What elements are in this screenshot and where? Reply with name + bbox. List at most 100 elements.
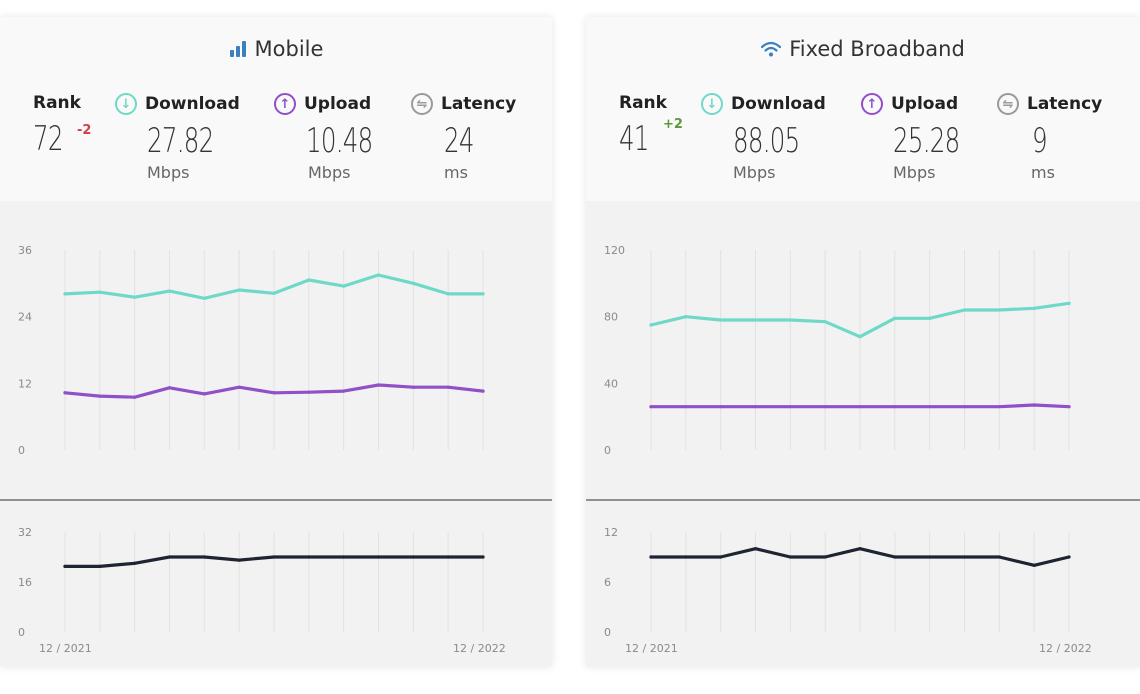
upload-value: 25.28 <box>893 121 960 161</box>
mobile-latency-latency-point <box>342 555 346 559</box>
mobile-latency-ytick-label: 16 <box>18 576 32 589</box>
latency-label: Latency <box>441 94 517 114</box>
upload-value: 10.48 <box>306 121 373 161</box>
mobile-speed-download-point <box>237 288 241 292</box>
mobile-latency-latency-point <box>376 555 381 559</box>
fixed-speed-upload-point <box>823 405 827 409</box>
fixed-broadband-panel: Fixed Broadband Rank 41 +2 ↓ Download 88… <box>586 17 1140 667</box>
fixed-latency-xtick-label: 12 / 2021 <box>625 642 678 655</box>
mobile-speed-upload-point <box>307 390 311 394</box>
mobile-speed-upload-point <box>481 389 485 393</box>
fixed-speed-download-point <box>962 308 967 312</box>
fixed-speed-download-point <box>719 318 723 322</box>
fixed-latency-latency-point <box>893 555 897 559</box>
mobile-speed-download-point <box>202 296 206 300</box>
download-unit: Mbps <box>733 163 776 182</box>
fixed-speed-upload-point <box>997 405 1001 409</box>
mobile-speed-download-point <box>63 292 67 296</box>
mobile-speed-upload-point <box>272 391 276 395</box>
rank-value: 41 <box>619 119 649 159</box>
download-value: 27.82 <box>147 121 214 161</box>
fixed-latency-ytick-label: 12 <box>604 526 618 539</box>
rank-value: 72 <box>33 119 63 159</box>
mobile-latency-latency-point <box>63 564 67 568</box>
download-arrow-icon: ↓ <box>115 93 137 115</box>
mobile-latency-latency-point <box>272 555 276 559</box>
fixed-speed-ytick-label: 0 <box>604 444 611 457</box>
mobile-speed-ytick-label: 0 <box>18 444 25 457</box>
upload-unit: Mbps <box>893 163 936 182</box>
mobile-header: Mobile Rank 72 -2 ↓ Download 27.82 Mbps … <box>0 17 552 201</box>
mobile-speed-download-point <box>167 289 172 293</box>
mobile-speed-download-point <box>481 292 485 296</box>
fixed-speed-download-point <box>649 323 653 327</box>
fixed-latency-plot: 0 6 12 12 / 2021 12 / 2022 <box>604 526 1092 655</box>
mobile-speed-upload-point <box>202 392 206 396</box>
mobile-speed-plot: 0 12 24 36 <box>18 244 485 457</box>
mobile-speed-download-point <box>272 291 276 295</box>
fixed-stats: Rank 41 +2 ↓ Download 88.05 Mbps ↑ Uploa… <box>586 93 1140 193</box>
download-label: Download <box>731 94 826 114</box>
latency-unit: ms <box>1031 163 1055 182</box>
download-label: Download <box>145 94 240 114</box>
download-unit: Mbps <box>147 163 190 182</box>
mobile-charts: 0 12 24 36 0 16 32 12 / 2021 12 / 2022 <box>0 244 552 655</box>
fixed-latency-ytick-label: 6 <box>604 576 611 589</box>
fixed-latency-latency-point <box>753 547 758 551</box>
fixed-speed-download-point <box>1067 301 1071 305</box>
mobile-latency-ytick-label: 32 <box>18 526 32 539</box>
fixed-speed-upload-point <box>1067 405 1071 409</box>
mobile-panel: Mobile Rank 72 -2 ↓ Download 27.82 Mbps … <box>0 17 552 667</box>
fixed-latency-latency-point <box>1067 555 1071 559</box>
latency-value: 24 <box>444 121 474 161</box>
rank-label: Rank <box>619 93 667 113</box>
latency-exchange-icon: ⇋ <box>997 93 1019 115</box>
mobile-latency-latency-point <box>167 555 172 559</box>
mobile-speed-download-point <box>446 292 450 296</box>
latency-value: 9 <box>1032 121 1048 161</box>
mobile-speed-upload-point <box>446 385 450 389</box>
mobile-speed-upload-point <box>376 383 381 387</box>
mobile-latency-plot: 0 16 32 12 / 2021 12 / 2022 <box>18 526 506 655</box>
mobile-latency-latency-point <box>481 555 485 559</box>
fixed-latency-ytick-label: 0 <box>604 626 611 639</box>
fixed-speed-ytick-label: 120 <box>604 244 625 257</box>
latency-unit: ms <box>444 163 468 182</box>
mobile-latency-latency-point <box>133 561 137 565</box>
mobile-title: Mobile <box>0 37 552 61</box>
mobile-download: ↓ Download 27.82 Mbps <box>115 93 240 182</box>
fixed-speed-download-point <box>858 335 862 339</box>
fixed-speed-download-point <box>893 316 897 320</box>
fixed-speed-download-point <box>684 315 688 319</box>
mobile-speed-upload-point <box>167 386 172 390</box>
mobile-speed-download-point <box>342 284 346 288</box>
fixed-latency-latency-point <box>997 555 1001 559</box>
mobile-latency-latency-point <box>98 564 102 568</box>
rank-change: -2 <box>77 123 92 138</box>
fixed-title: Fixed Broadband <box>586 37 1140 61</box>
signal-bars-icon <box>229 40 247 58</box>
upload-unit: Mbps <box>308 163 351 182</box>
fixed-speed-download-point <box>823 320 827 324</box>
mobile-speed-upload-point <box>237 385 241 389</box>
mobile-latency-latency-point <box>307 555 311 559</box>
mobile-latency-latency-point <box>237 558 241 562</box>
fixed-speed-upload-point <box>719 405 723 409</box>
upload-label: Upload <box>304 94 372 114</box>
mobile-speed-download-point <box>411 281 415 285</box>
mobile-speed-upload-point <box>63 391 67 395</box>
fixed-speed-plot: 0 40 80 120 <box>604 244 1071 457</box>
mobile-speed-download-point <box>376 273 381 277</box>
fixed-speed-upload-point <box>928 405 932 409</box>
mobile-speed-upload-point <box>98 394 102 398</box>
rank-label: Rank <box>33 93 81 113</box>
mobile-latency-latency-point <box>411 555 415 559</box>
fixed-speed-upload-point <box>753 405 758 409</box>
fixed-header: Fixed Broadband Rank 41 +2 ↓ Download 88… <box>586 17 1140 201</box>
fixed-latency-xtick-label: 12 / 2022 <box>1039 642 1092 655</box>
fixed-speed-download-point <box>1032 306 1036 310</box>
mobile-speed-upload-point <box>342 389 346 393</box>
mobile-speed-download-point <box>133 295 137 299</box>
mobile-speed-download-point <box>307 278 311 282</box>
fixed-latency-latency-point <box>649 555 653 559</box>
